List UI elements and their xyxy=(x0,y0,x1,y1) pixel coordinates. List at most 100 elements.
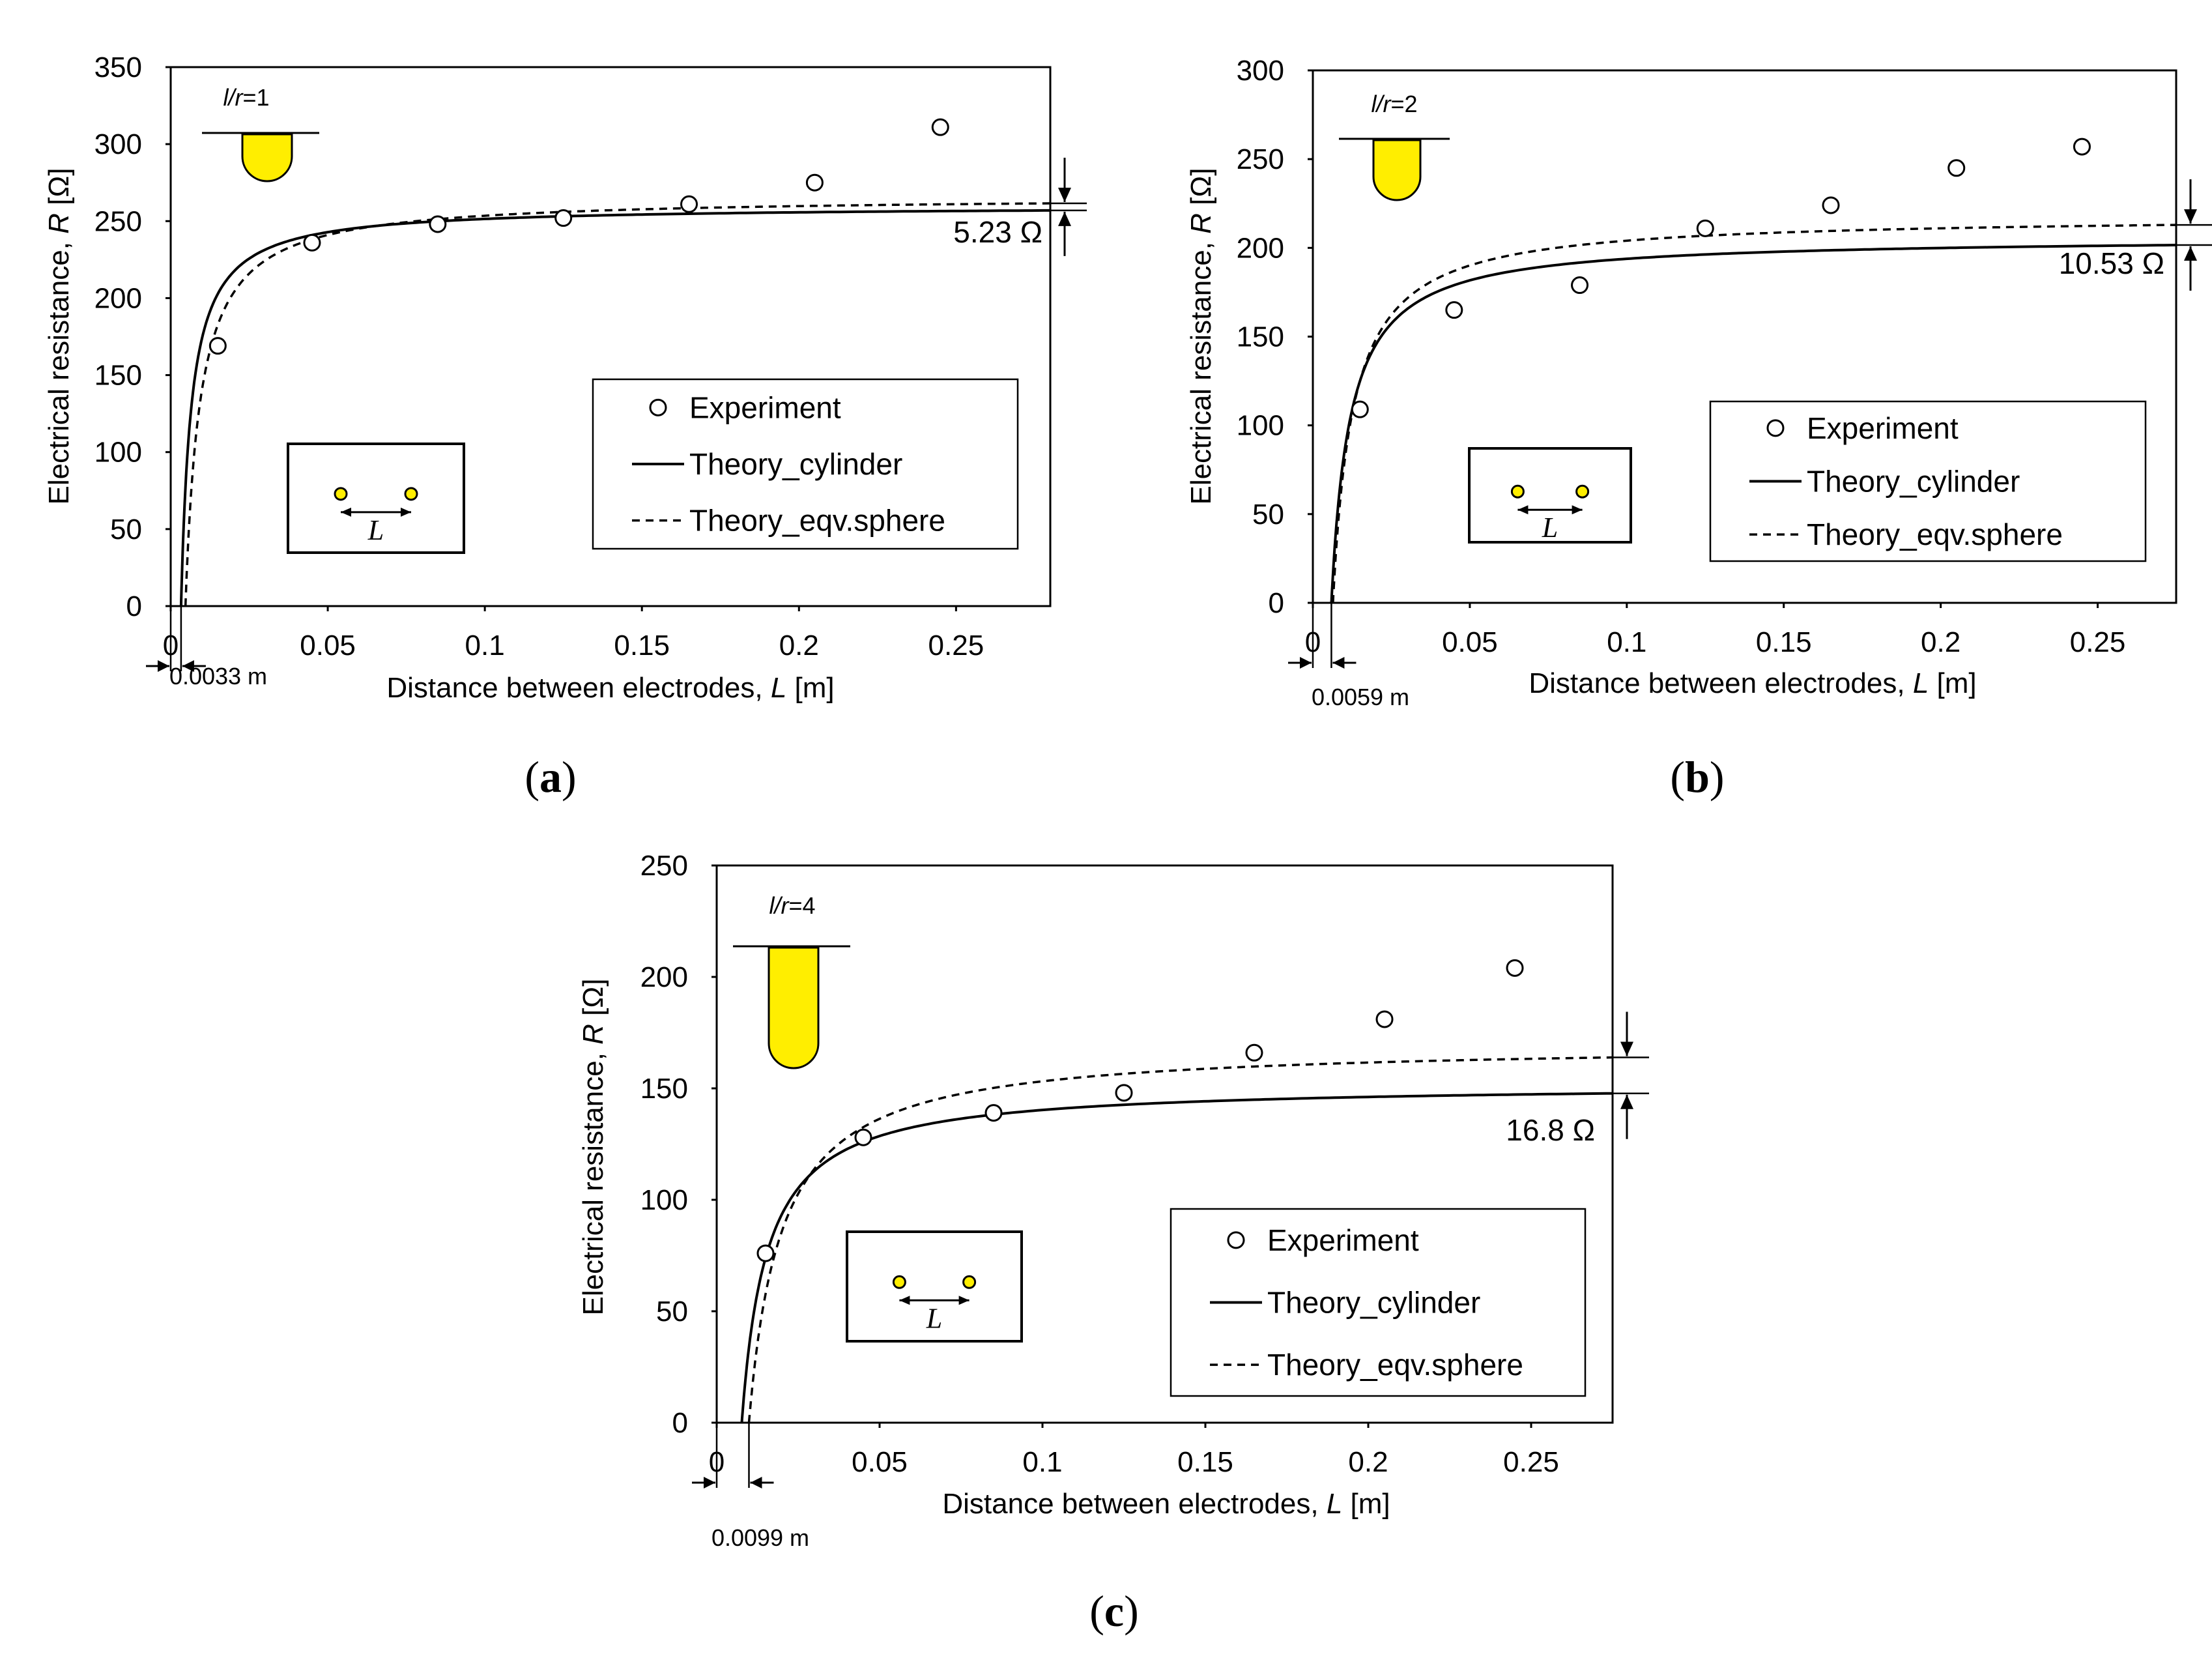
legend-label: Theory_eqv.sphere xyxy=(689,504,945,538)
experiment-point xyxy=(931,118,949,136)
y-tick-label: 200 xyxy=(640,961,688,993)
caption-letter: a xyxy=(539,752,562,802)
experiment-point xyxy=(854,1128,872,1146)
x-axis-label-text: Distance between electrodes, xyxy=(1529,667,1912,699)
y-axis-label: Electrical resistance, R [Ω] xyxy=(1185,167,1217,504)
ratio-label-var: l/r xyxy=(1371,91,1392,117)
ratio-label: l/r=4 xyxy=(769,892,815,919)
offset-arrowhead xyxy=(1300,657,1312,669)
experiment-point xyxy=(680,195,698,213)
electrode-arrowhead xyxy=(1517,505,1529,515)
electrode-dot xyxy=(892,1275,906,1289)
y-tick-label: 200 xyxy=(1237,232,1284,264)
y-tick-label: 0 xyxy=(672,1407,688,1439)
y-axis-label: Electrical resistance, R [Ω] xyxy=(577,978,609,1315)
x-tick-label: 0.1 xyxy=(1022,1446,1062,1478)
legend-marker-experiment xyxy=(1227,1231,1245,1249)
experiment-point xyxy=(1696,219,1714,237)
offset-label: 0.0033 m xyxy=(169,663,267,690)
legend-label: Theory_cylinder xyxy=(1267,1286,1480,1320)
y-axis-label-unit: [Ω] xyxy=(1185,167,1217,213)
caption-open: ( xyxy=(1670,752,1685,802)
legend-label: Experiment xyxy=(689,390,841,424)
x-tick-label: 0.15 xyxy=(1177,1446,1233,1478)
y-tick-label: 100 xyxy=(94,437,142,469)
x-tick-label: 0.15 xyxy=(614,630,670,661)
experiment-point xyxy=(756,1244,775,1262)
x-tick-label: 0.2 xyxy=(1348,1446,1388,1478)
panel-caption: (b) xyxy=(1670,752,1724,802)
electrode-dot xyxy=(334,487,348,501)
difference-arrowhead xyxy=(1620,1094,1633,1109)
experiment-point xyxy=(554,209,573,227)
caption-close: ) xyxy=(1124,1586,1139,1636)
experiment-point xyxy=(1947,159,1966,177)
y-tick-label: 250 xyxy=(94,205,142,237)
electrode-dot xyxy=(962,1275,977,1289)
y-tick-label: 0 xyxy=(1269,587,1284,619)
electrode-shape xyxy=(1372,139,1422,201)
difference-arrowhead xyxy=(1620,1041,1633,1056)
plot-frame xyxy=(169,66,1052,607)
x-tick-label: 0.25 xyxy=(2070,626,2126,658)
x-axis-label-unit: [m] xyxy=(1342,1488,1390,1520)
x-axis-label: Distance between electrodes, L [m] xyxy=(1529,667,1976,699)
experiment-point xyxy=(208,337,227,355)
offset-arrowhead xyxy=(182,660,194,672)
offset-arrowhead xyxy=(750,1477,762,1489)
y-axis-label-text: Electrical resistance, xyxy=(1185,234,1217,505)
ratio-label-value: =2 xyxy=(1390,91,1417,117)
legend-label: Experiment xyxy=(1807,411,1959,445)
ratio-label: l/r=2 xyxy=(1371,91,1417,117)
electrode-inset xyxy=(287,443,465,554)
theory-cylinder-line xyxy=(740,1092,1613,1423)
y-tick-label: 50 xyxy=(110,514,142,545)
experiment-point xyxy=(2073,138,2091,156)
experiment-point xyxy=(303,233,321,252)
offset-label: 0.0099 m xyxy=(711,1524,809,1551)
x-axis-label-var: L xyxy=(1913,667,1929,699)
legend-marker-experiment xyxy=(1766,419,1785,437)
x-tick-label: 0.1 xyxy=(465,630,505,661)
y-tick-label: 150 xyxy=(94,360,142,392)
y-tick-label: 300 xyxy=(94,128,142,160)
y-axis-label-unit: [Ω] xyxy=(577,978,609,1024)
x-axis-label-var: L xyxy=(771,672,786,704)
x-axis-label: Distance between electrodes, L [m] xyxy=(942,1488,1390,1520)
experiment-point xyxy=(1115,1084,1133,1102)
electrode-shape xyxy=(768,946,820,1069)
caption-letter: c xyxy=(1104,1586,1124,1636)
experiment-point xyxy=(1245,1043,1263,1062)
offset-arrowhead xyxy=(158,660,169,672)
theory-sphere-line xyxy=(1332,224,2177,603)
theory-sphere-line xyxy=(184,202,1051,607)
experiment-point xyxy=(805,173,824,192)
y-axis-label-text: Electrical resistance, xyxy=(577,1045,609,1316)
x-axis-label-unit: [m] xyxy=(1929,667,1976,699)
theory-cylinder-line xyxy=(179,209,1050,607)
x-axis-label: Distance between electrodes, L [m] xyxy=(386,672,834,704)
plot-frame xyxy=(715,864,1614,1424)
offset-label: 0.0059 m xyxy=(1312,684,1409,710)
x-tick-label: 0.05 xyxy=(1442,626,1498,658)
experiment-point xyxy=(1822,196,1840,214)
electrode-distance-label: L xyxy=(926,1302,942,1334)
panel-caption: (c) xyxy=(1089,1586,1139,1636)
electrode-dot xyxy=(404,487,418,501)
x-tick-label: 0.2 xyxy=(779,630,819,661)
ratio-label-var: l/r xyxy=(223,84,244,111)
experiment-point xyxy=(1506,959,1524,977)
ratio-label: l/r=1 xyxy=(223,84,269,111)
y-axis-label-text: Electrical resistance, xyxy=(43,234,75,505)
ratio-label-value: =1 xyxy=(242,84,269,111)
y-axis-label-var: R xyxy=(43,213,75,234)
y-tick-label: 250 xyxy=(640,850,688,882)
y-tick-label: 200 xyxy=(94,282,142,314)
theory-cylinder-line xyxy=(1330,244,2177,603)
y-tick-label: 350 xyxy=(94,51,142,83)
x-tick-label: 0.05 xyxy=(852,1446,908,1478)
offset-arrowhead xyxy=(704,1477,715,1489)
difference-arrowhead xyxy=(1058,211,1071,226)
